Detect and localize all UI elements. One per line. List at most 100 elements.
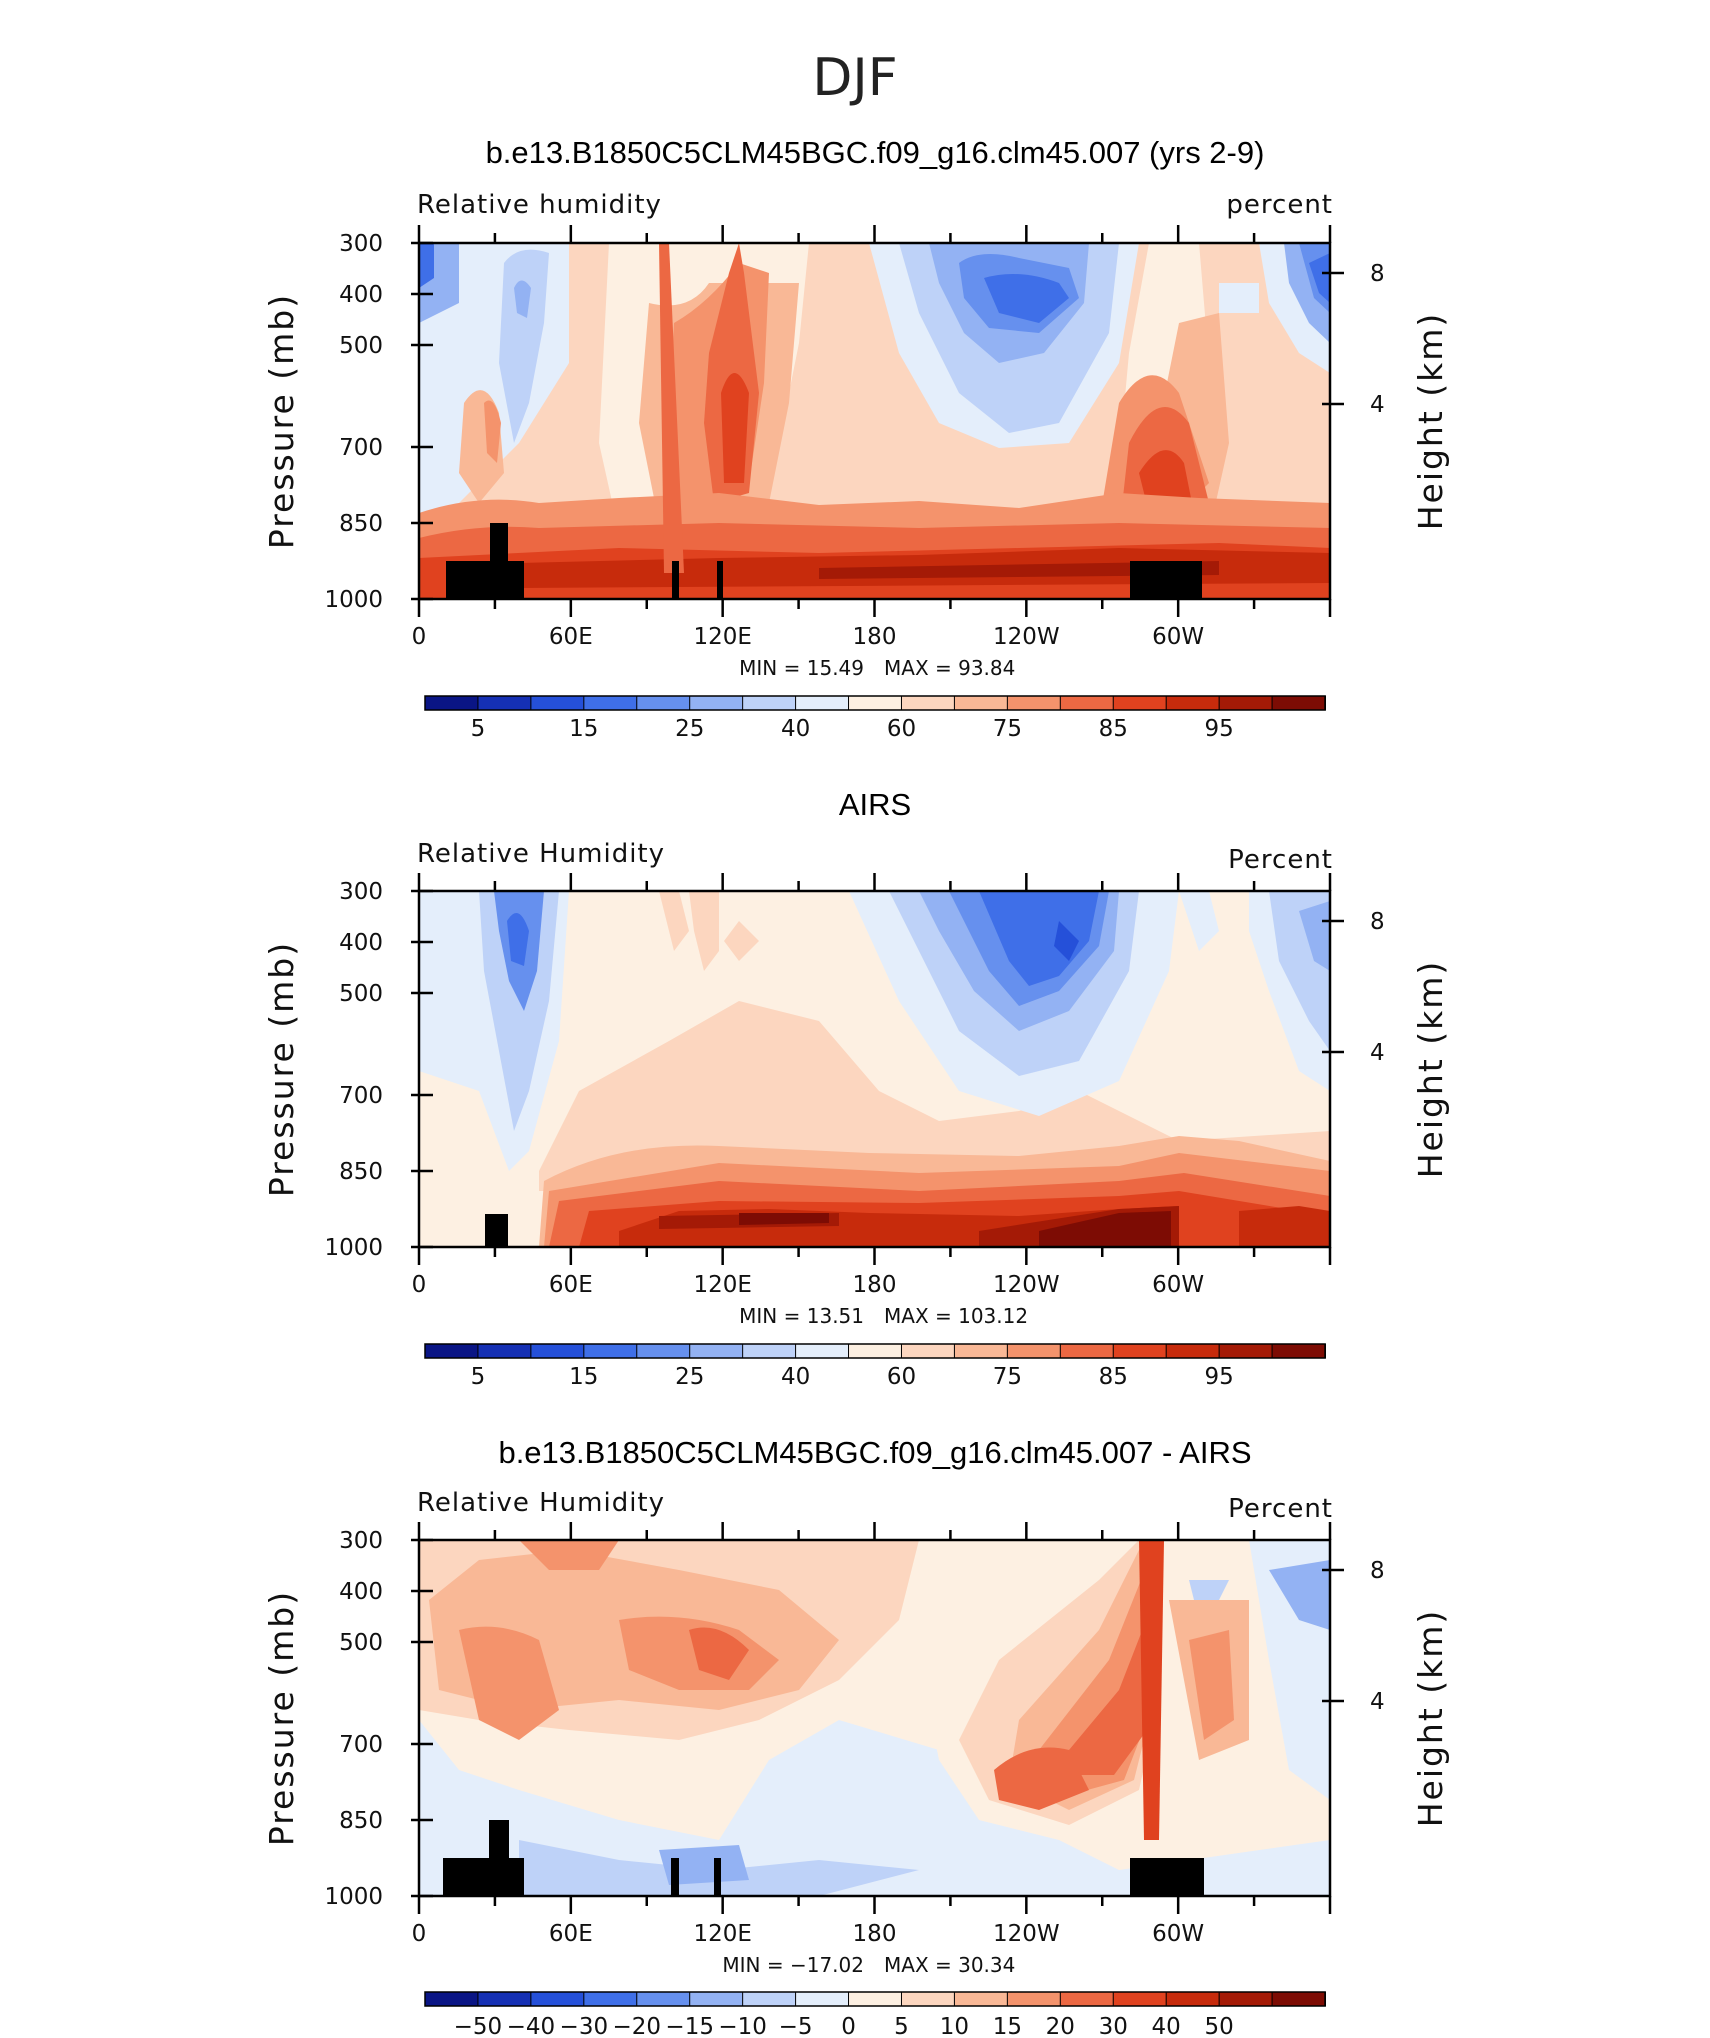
panel-diff-colorbar-label: 0 (841, 2014, 856, 2038)
panel-diff-variable-label: Relative Humidity (417, 1488, 665, 1518)
panel-diff-colorbar-swatch (742, 1991, 797, 2007)
panel-model-colorbar-label: 40 (781, 716, 810, 742)
panel-model-colorbar-label: 75 (993, 716, 1022, 742)
panel-airs-colorbar-swatch (1165, 1343, 1221, 1359)
panel-diff-colorbar-label: −10 (718, 2014, 767, 2038)
panel-airs: AIRS Relative Humidity Percent (417, 787, 1332, 1328)
panel-airs-x-tick-label: 60W (1152, 1272, 1204, 1298)
panel-model-x-tick-label: 60E (549, 624, 593, 650)
panel-diff-y-tick-label: 850 (339, 1808, 383, 1834)
panel-airs-colorbar-swatch (953, 1343, 1009, 1359)
panel-diff-colorbar-swatch (1218, 1991, 1274, 2007)
panel-model-colorbar-swatch (795, 695, 850, 711)
panel-airs-colorbar-swatch (848, 1343, 903, 1359)
panel-model-colorbar-swatch (1112, 695, 1168, 711)
panel-model-ylabel: Pressure (mb) (262, 293, 301, 549)
panel-diff-colorbar-label: −40 (507, 2014, 556, 2038)
panel-diff-colorbar-swatch (583, 1991, 638, 2007)
panel-diff-y-tick-label: 300 (339, 1528, 383, 1554)
panel-airs-colorbar-label: 15 (569, 1364, 598, 1390)
panel-model-colorbar-swatch (1271, 695, 1327, 711)
panel-model-y-tick-label: 500 (339, 333, 383, 359)
panel-diff: b.e13.B1850C5CLM45BGC.f09_g16.clm45.007 … (417, 1435, 1333, 1977)
panel-model-variable-label: Relative humidity (417, 190, 662, 220)
panel-diff-colorbar-swatch (477, 1991, 532, 2007)
panel-diff-colorbar-swatch (795, 1991, 850, 2007)
panel-airs-colorbar-swatch (1271, 1343, 1327, 1359)
panel-model-colorbar-swatch (530, 695, 585, 711)
panel-airs-colorbar-swatch (1006, 1343, 1062, 1359)
panel-model-field (417, 241, 1332, 601)
panel-diff-colorbar-label: 40 (1152, 2014, 1181, 2038)
panel-diff-colorbar-swatch (953, 1991, 1009, 2007)
panel-diff-field (417, 1538, 1332, 1898)
panel-model-colorbar-swatch (424, 695, 479, 711)
panel-model-units-label: percent (1226, 190, 1333, 220)
panel-airs-colorbar-label: 60 (887, 1364, 916, 1390)
panel-model-x-tick-label: 180 (853, 624, 897, 650)
panel-airs-field (417, 889, 1332, 1249)
panel-airs-y-tick-label: 850 (339, 1159, 383, 1185)
panel-airs-ylabel-right: Height (km) (1411, 960, 1450, 1179)
panel-airs-colorbar-swatch (477, 1343, 532, 1359)
panel-diff-colorbar-swatch (1165, 1991, 1221, 2007)
panel-model-y-tick-label: 1000 (324, 587, 383, 613)
panel-airs-max-label: MAX = 103.12 (884, 1304, 1028, 1328)
panel-diff-x-tick-label: 0 (412, 1921, 427, 1947)
panel-model-min-label: MIN = 15.49 (739, 656, 864, 680)
panel-diff-title: b.e13.B1850C5CLM45BGC.f09_g16.clm45.007 … (498, 1435, 1251, 1470)
panel-airs-x-tick-label: 180 (853, 1272, 897, 1298)
panel-diff-x-tick-label: 120E (693, 1921, 751, 1947)
panel-diff-x-tick-label: 60W (1152, 1921, 1204, 1947)
panel-model-ylabel-right: Height (km) (1411, 312, 1450, 531)
panel-airs-colorbar-swatch (530, 1343, 585, 1359)
panel-diff-colorbar-label: 5 (894, 2014, 909, 2038)
panel-model-colorbar-swatch (953, 695, 1009, 711)
panel-diff-colorbar-swatch (689, 1991, 744, 2007)
panel-airs-y-tick-label: 1000 (324, 1235, 383, 1261)
panel-airs-x-tick-label: 60E (549, 1272, 593, 1298)
panel-model-right-tick-label: 8 (1370, 261, 1385, 287)
panel-airs-y-tick-label: 500 (339, 981, 383, 1007)
panel-model-colorbar-swatch (1218, 695, 1274, 711)
panel-airs-right-tick-label: 8 (1370, 909, 1385, 935)
panel-diff-y-tick-label: 500 (339, 1630, 383, 1656)
panel-diff-colorbar-label: 30 (1099, 2014, 1128, 2038)
panel-airs-colorbar-label: 85 (1099, 1364, 1128, 1390)
panel-diff-x-tick-label: 180 (853, 1921, 897, 1947)
panel-diff-ylabel: Pressure (mb) (262, 1590, 301, 1846)
panel-model-colorbar-label: 15 (569, 716, 598, 742)
panel-diff-colorbar-swatch (900, 1991, 956, 2007)
panel-model-x-tick-label: 120W (993, 624, 1060, 650)
panel-diff-colorbar-swatch (1006, 1991, 1062, 2007)
panel-model: b.e13.B1850C5CLM45BGC.f09_g16.clm45.007 … (417, 135, 1333, 680)
panel-model-colorbar-label: 5 (471, 716, 486, 742)
panel-diff-y-tick-label: 700 (339, 1732, 383, 1758)
panel-model-x-tick-label: 0 (412, 624, 427, 650)
panel-diff-colorbar-swatch (848, 1991, 903, 2007)
figure-title: DJF (812, 48, 897, 108)
panel-diff-colorbar-label: 50 (1204, 2014, 1233, 2038)
panel-model-colorbar-swatch (742, 695, 797, 711)
panel-airs-colorbar-swatch (636, 1343, 691, 1359)
panel-diff-y-tick-label: 1000 (324, 1884, 383, 1910)
panel-model-max-label: MAX = 93.84 (884, 656, 1015, 680)
panel-model-colorbar-label: 95 (1204, 716, 1233, 742)
panel-diff-units-label: Percent (1228, 1494, 1333, 1524)
panel-diff-colorbar-swatch (424, 1991, 479, 2007)
panel-airs-colorbar-swatch (1218, 1343, 1274, 1359)
panel-airs-y-tick-label: 300 (339, 879, 383, 905)
panel-model-y-tick-label: 850 (339, 511, 383, 537)
panel-diff-y-tick-label: 400 (339, 1579, 383, 1605)
panel-airs-y-tick-label: 700 (339, 1083, 383, 1109)
generated-axes: 0 60E 120E 180 120W 60W300400500700850100084P… (262, 225, 1450, 2038)
panel-airs-right-tick-label: 4 (1370, 1040, 1385, 1066)
panel-diff-colorbar-label: 15 (993, 2014, 1022, 2038)
panel-airs-colorbar-swatch (689, 1343, 744, 1359)
panel-diff-colorbar-swatch (636, 1991, 691, 2007)
panel-model-colorbar-swatch (1059, 695, 1115, 711)
panel-airs-x-tick-label: 120W (993, 1272, 1060, 1298)
panel-diff-colorbar-label: −50 (454, 2014, 503, 2038)
panel-airs-colorbar-label: 40 (781, 1364, 810, 1390)
